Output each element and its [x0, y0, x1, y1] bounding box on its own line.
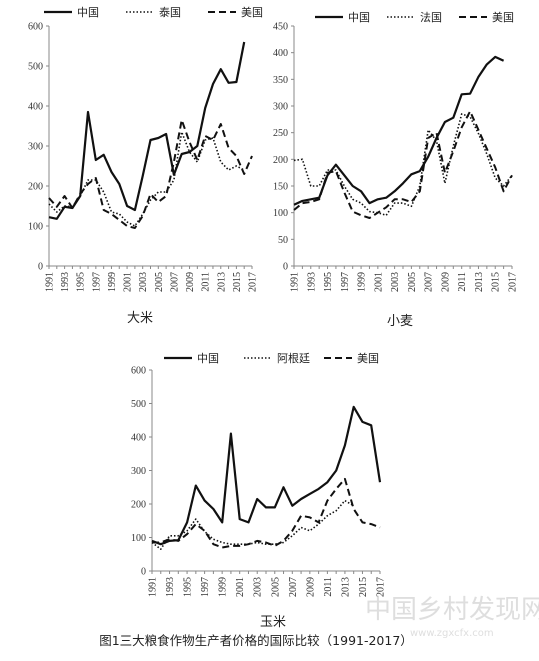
x-tick-label: 1999 — [107, 272, 118, 292]
x-tick-label: 2015 — [358, 577, 369, 597]
y-tick-label: 500 — [28, 62, 43, 73]
x-tick-label: 2005 — [154, 272, 165, 292]
legend-label-2: 法国 — [420, 10, 442, 24]
y-tick-label: 350 — [273, 75, 288, 86]
x-tick-label: 2007 — [169, 272, 180, 292]
x-tick-label: 1997 — [340, 272, 351, 292]
x-tick-label: 2003 — [138, 272, 149, 292]
y-tick-label: 300 — [273, 102, 288, 113]
watermark-url: www.zgxcfx.com — [410, 628, 494, 639]
series-line-3 — [293, 110, 513, 219]
y-tick-label: 100 — [273, 208, 288, 219]
x-tick-label: 2001 — [235, 577, 246, 597]
x-tick-label: 1995 — [323, 272, 334, 292]
x-tick-label: 2015 — [232, 272, 243, 292]
chart-wheat: 0 50 100 150 200 250 300 350 400 450 1991 1993 1995 1… — [273, 10, 519, 329]
legend-label-1: 中国 — [197, 352, 219, 365]
x-tick-label: 1991 — [148, 577, 159, 597]
x-tick-label: 2007 — [424, 272, 435, 292]
chart-title: 玉米 — [260, 615, 286, 630]
y-tick-label: 0 — [283, 262, 288, 273]
chart-title: 大米 — [127, 311, 153, 326]
legend-label-2: 泰国 — [159, 5, 181, 19]
series-line-2 — [293, 113, 513, 217]
series-line-3 — [48, 119, 253, 229]
y-tick-label: 200 — [131, 500, 146, 511]
x-tick-label: 1997 — [200, 577, 211, 597]
x-tick-label: 1993 — [165, 577, 176, 597]
y-tick-label: 50 — [278, 235, 288, 246]
watermark-main: 中国乡村发现网 — [365, 595, 539, 625]
y-tick-label: 100 — [28, 222, 43, 233]
x-tick-label: 2013 — [216, 272, 227, 292]
series-line-3 — [152, 477, 381, 549]
y-tick-label: 250 — [273, 128, 288, 139]
series-line-1 — [293, 55, 505, 206]
chart-corn: 0 100 200 300 400 500 600 1991 1993 1995 1997 1999 2… — [131, 351, 387, 630]
x-tick-label: 1999 — [218, 577, 229, 597]
x-tick-label: 2015 — [491, 272, 502, 292]
y-tick-label: 300 — [28, 142, 43, 153]
legend-label-3: 美国 — [241, 6, 263, 19]
series-line-1 — [151, 405, 382, 546]
series-line-2 — [48, 131, 245, 227]
chart-rice: 0 100 200 300 400 500 600 1991 1993 1995 1997 1999 2… — [28, 5, 263, 326]
y-tick-label: 400 — [273, 48, 288, 59]
figure-caption: 图1三大粮食作物生产者价格的国际比较（1991-2017） — [99, 633, 413, 648]
x-tick-label: 2011 — [457, 272, 468, 292]
y-tick-label: 200 — [28, 182, 43, 193]
y-tick-label: 0 — [38, 262, 43, 273]
legend-label-2: 阿根廷 — [277, 351, 310, 365]
x-tick-label: 2009 — [185, 272, 196, 292]
series-line-1 — [48, 41, 246, 220]
x-tick-label: 2017 — [248, 272, 259, 292]
x-tick-label: 1993 — [60, 272, 71, 292]
y-tick-label: 600 — [28, 22, 43, 33]
legend-label-3: 美国 — [357, 352, 379, 365]
y-tick-label: 400 — [131, 433, 146, 444]
y-tick-label: 450 — [273, 22, 288, 33]
x-tick-label: 2005 — [270, 577, 281, 597]
y-tick-label: 0 — [141, 567, 146, 578]
x-tick-label: 2013 — [340, 577, 351, 597]
legend-label-1: 中国 — [348, 11, 370, 24]
series-line-2 — [151, 499, 355, 550]
x-tick-label: 1991 — [290, 272, 301, 292]
y-tick-label: 100 — [131, 533, 146, 544]
x-tick-label: 2003 — [253, 577, 264, 597]
x-tick-label: 2011 — [323, 577, 334, 597]
y-tick-label: 400 — [28, 102, 43, 113]
y-tick-label: 600 — [131, 366, 146, 377]
x-tick-label: 1995 — [183, 577, 194, 597]
x-tick-label: 1991 — [45, 272, 56, 292]
y-tick-label: 300 — [131, 466, 146, 477]
legend-label-3: 美国 — [492, 11, 514, 24]
chart-title: 小麦 — [387, 314, 413, 329]
x-tick-label: 2009 — [440, 272, 451, 292]
x-tick-label: 2011 — [201, 272, 212, 292]
x-tick-label: 1999 — [357, 272, 368, 292]
y-tick-label: 150 — [273, 182, 288, 193]
x-tick-label: 2017 — [376, 577, 387, 597]
x-tick-label: 2017 — [508, 272, 519, 292]
x-tick-label: 2007 — [288, 577, 299, 597]
x-tick-label: 2001 — [373, 272, 384, 292]
x-tick-label: 1993 — [306, 272, 317, 292]
watermark: 中国乡村发现网 www.zgxcfx.com — [365, 595, 539, 639]
x-tick-label: 2001 — [123, 272, 134, 292]
legend-label-1: 中国 — [77, 6, 99, 19]
x-tick-label: 1995 — [76, 272, 87, 292]
x-tick-label: 2009 — [305, 577, 316, 597]
x-tick-label: 2013 — [474, 272, 485, 292]
x-tick-label: 1997 — [91, 272, 102, 292]
y-tick-label: 500 — [131, 399, 146, 410]
y-tick-label: 200 — [273, 155, 288, 166]
x-tick-label: 2005 — [407, 272, 418, 292]
x-tick-label: 2003 — [390, 272, 401, 292]
